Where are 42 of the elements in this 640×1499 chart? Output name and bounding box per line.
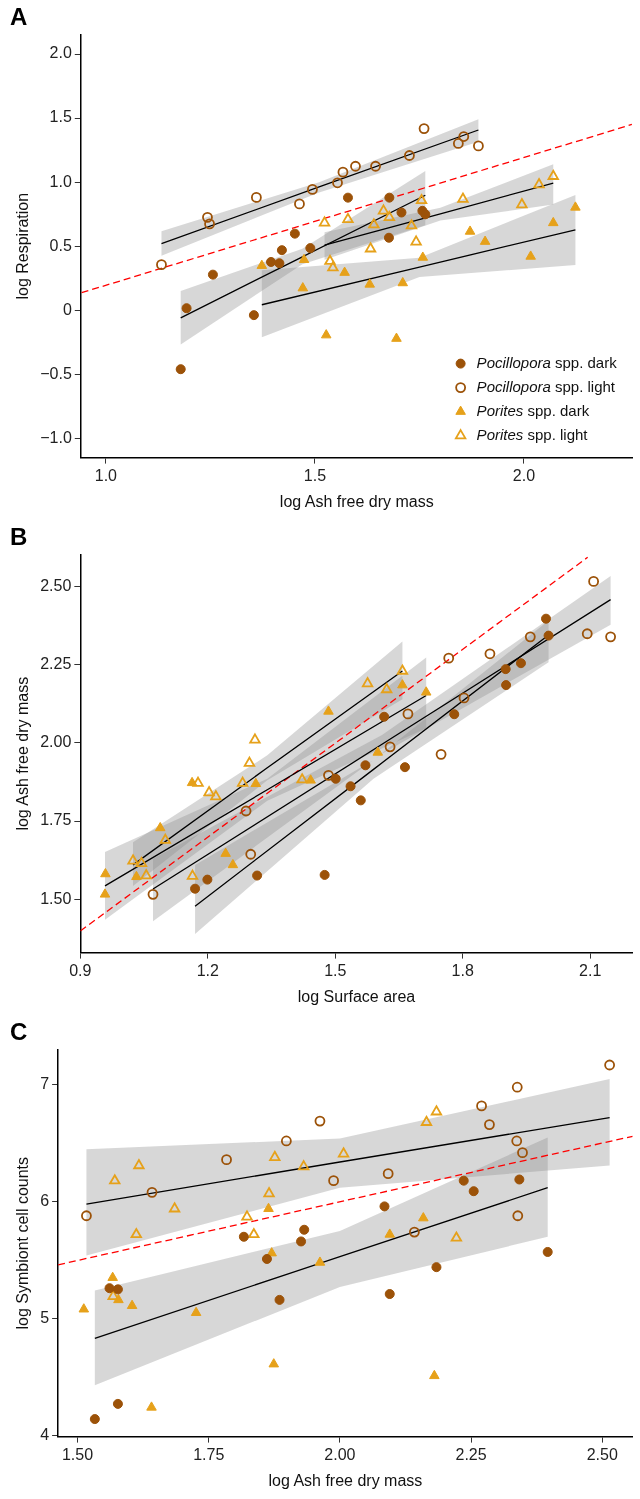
legend-label: Porites spp. light <box>476 425 589 443</box>
y-tick-label: 1.75 <box>40 811 72 829</box>
x-tick-label: 1.0 <box>94 466 118 484</box>
y-tick-label: 1.5 <box>49 108 72 126</box>
legend-label: Pocillopora spp. dark <box>476 353 618 371</box>
y-axis-title: log Respiration <box>14 192 32 300</box>
x-tick-label: 1.5 <box>324 961 347 979</box>
y-tick-label: −0.5 <box>40 364 72 382</box>
y-axis-title: log Symbiont cell counts <box>14 1156 32 1330</box>
y-tick-label: 0.5 <box>49 236 72 254</box>
y-tick-label: 2.0 <box>49 44 72 62</box>
y-tick-label: 6 <box>40 1192 50 1210</box>
x-axis-title: log Ash free dry mass <box>279 492 434 510</box>
y-tick-label: 2.50 <box>40 576 72 594</box>
x-tick-label: 0.9 <box>69 961 92 979</box>
x-tick-label: 2.0 <box>512 466 536 484</box>
y-tick-label: 7 <box>40 1075 50 1093</box>
x-axis-title: log Surface area <box>297 987 416 1005</box>
legend-label: Pocillopora spp. light <box>476 377 616 395</box>
x-tick-label: 1.2 <box>196 961 220 979</box>
y-tick-label: 2.25 <box>40 654 72 672</box>
chart-title: A <box>10 3 28 31</box>
y-tick-label: 1.50 <box>40 889 72 907</box>
y-tick-label: 5 <box>40 1308 50 1326</box>
x-tick-label: 2.25 <box>455 1445 487 1463</box>
x-axis-title: log Ash free dry mass <box>268 1471 423 1489</box>
legend-label: Porites spp. dark <box>476 401 590 419</box>
x-tick-label: 2.50 <box>586 1445 618 1463</box>
y-tick-label: 2.00 <box>40 733 72 751</box>
x-tick-label: 1.50 <box>61 1445 94 1463</box>
y-tick-label: 4 <box>40 1425 50 1443</box>
y-tick-label: −1.0 <box>40 428 72 446</box>
x-tick-label: 2.1 <box>579 961 602 979</box>
y-tick-label: 1.0 <box>49 172 72 190</box>
y-tick-label: 0 <box>62 300 72 318</box>
x-tick-label: 1.5 <box>303 466 327 484</box>
x-tick-label: 1.8 <box>451 961 474 979</box>
x-tick-label: 2.00 <box>324 1445 356 1463</box>
y-axis-title: log Ash free dry mass <box>14 676 32 831</box>
x-tick-label: 1.75 <box>193 1445 225 1463</box>
chart-title: B <box>10 523 28 551</box>
chart-title: C <box>10 1018 28 1046</box>
